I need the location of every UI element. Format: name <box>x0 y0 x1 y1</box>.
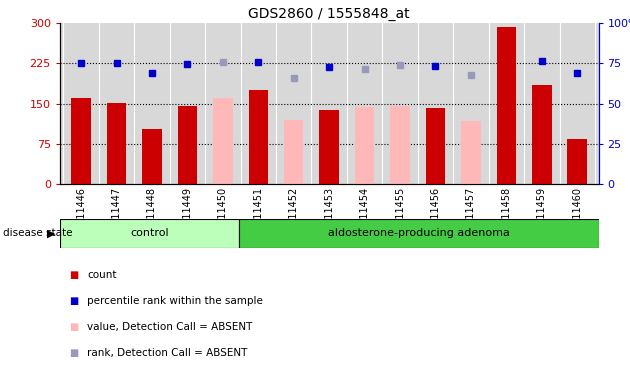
Bar <box>213 98 232 184</box>
Bar <box>426 108 445 184</box>
Text: control: control <box>130 228 169 238</box>
Text: disease state: disease state <box>3 228 72 238</box>
Text: ■: ■ <box>69 270 79 280</box>
Text: ■: ■ <box>69 296 79 306</box>
Bar <box>391 106 410 184</box>
Text: percentile rank within the sample: percentile rank within the sample <box>87 296 263 306</box>
Text: value, Detection Call = ABSENT: value, Detection Call = ABSENT <box>87 322 252 332</box>
Bar <box>249 90 268 184</box>
Text: ■: ■ <box>69 322 79 332</box>
Bar <box>355 108 374 184</box>
Text: count: count <box>87 270 117 280</box>
Title: GDS2860 / 1555848_at: GDS2860 / 1555848_at <box>248 7 410 21</box>
Bar <box>239 219 598 248</box>
Bar <box>71 98 91 184</box>
Bar <box>178 106 197 184</box>
Bar <box>107 103 126 184</box>
Bar <box>461 121 481 184</box>
Bar <box>532 85 551 184</box>
Bar <box>142 129 162 184</box>
Bar <box>284 120 304 184</box>
Bar <box>319 110 339 184</box>
Text: ▶: ▶ <box>47 228 55 238</box>
Bar <box>568 139 587 184</box>
Bar <box>496 27 516 184</box>
Text: ■: ■ <box>69 348 79 358</box>
Text: aldosterone-producing adenoma: aldosterone-producing adenoma <box>328 228 510 238</box>
Bar <box>60 219 239 248</box>
Text: rank, Detection Call = ABSENT: rank, Detection Call = ABSENT <box>87 348 248 358</box>
